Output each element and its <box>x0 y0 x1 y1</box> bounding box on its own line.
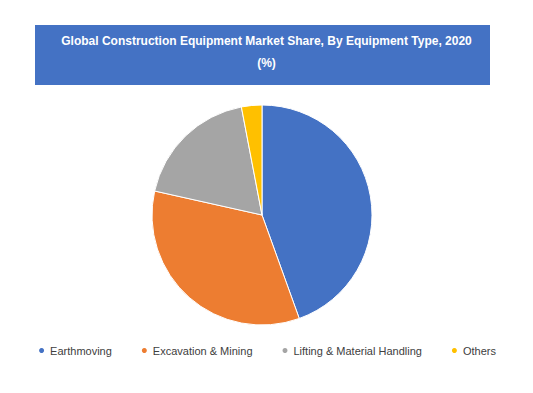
svg-text:(%): (%) <box>257 56 276 70</box>
svg-text:Excavation & Mining: Excavation & Mining <box>153 345 253 357</box>
svg-text:Earthmoving: Earthmoving <box>50 345 112 357</box>
svg-text:Lifting & Material Handling: Lifting & Material Handling <box>294 345 422 357</box>
svg-text:Global Construction Equipment: Global Construction Equipment Market Sha… <box>61 34 472 48</box>
svg-text:Others: Others <box>463 345 497 357</box>
